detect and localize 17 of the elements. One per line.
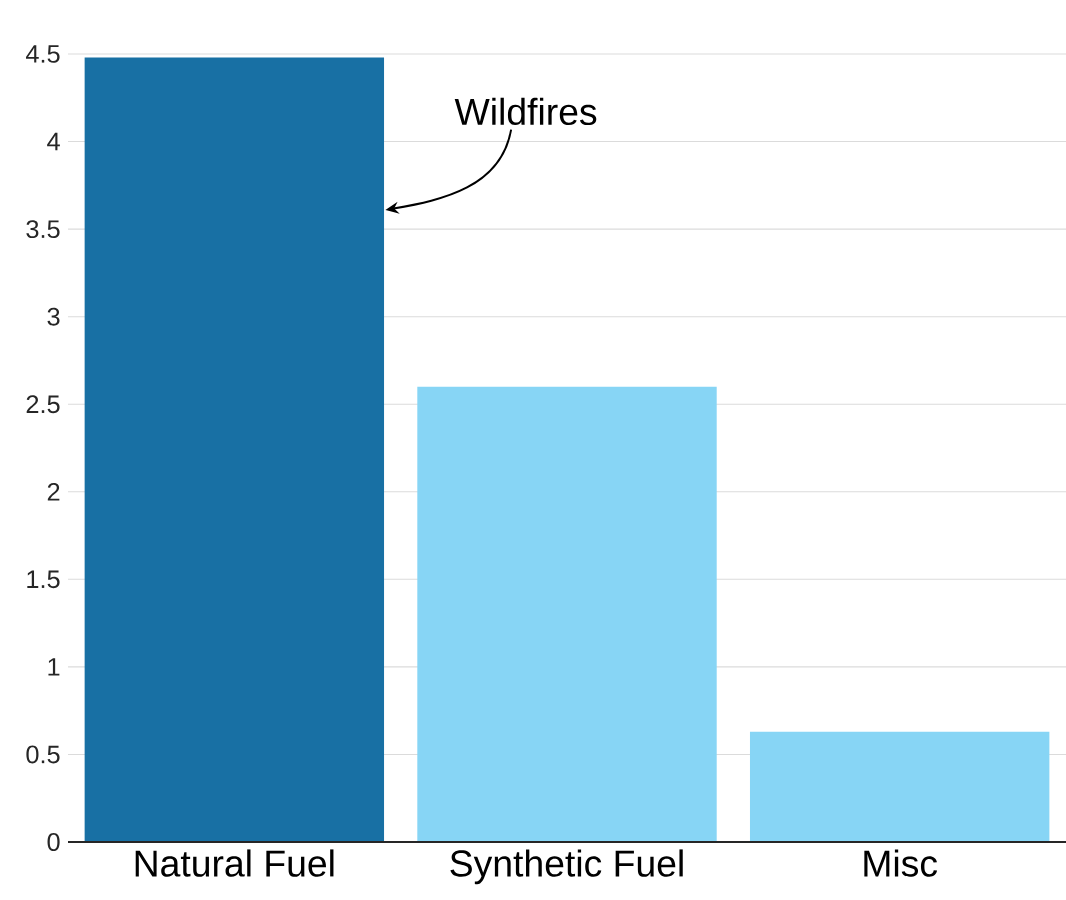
y-tick-label: 4 — [47, 132, 60, 151]
y-tick-label: 0 — [47, 833, 60, 851]
y-tick-label: 2 — [47, 482, 60, 501]
bar — [749, 731, 1050, 842]
x-tick-label: Misc — [864, 849, 938, 877]
y-tick-label: 0.5 — [26, 745, 60, 764]
y-tick-label: 3 — [47, 307, 60, 326]
x-tick-label: Synthetic Fuel — [450, 849, 683, 885]
y-tick-label: 2.5 — [26, 395, 60, 414]
annotation: Wildfires — [454, 97, 597, 126]
bar — [417, 386, 717, 842]
y-tick-label: 1 — [48, 658, 60, 676]
bar — [84, 57, 385, 842]
x-tick-label: Natural Fuel — [135, 849, 334, 877]
y-tick-label: 1.5 — [27, 570, 60, 589]
y-tick-label: 4.5 — [25, 45, 60, 63]
y-tick-label: 3.5 — [26, 220, 60, 239]
